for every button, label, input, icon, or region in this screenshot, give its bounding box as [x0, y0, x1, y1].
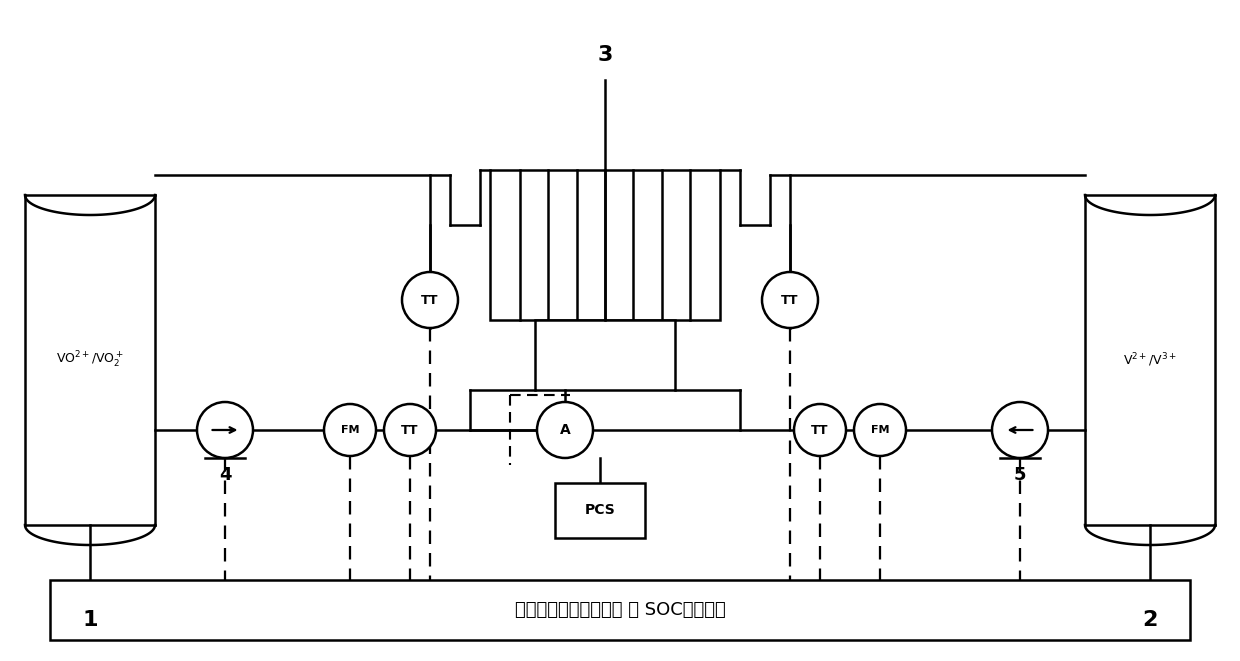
Bar [490, 170, 720, 320]
Text: 4: 4 [218, 466, 231, 484]
Circle shape [992, 402, 1048, 458]
Text: 3: 3 [598, 45, 613, 65]
Bar [50, 580, 1190, 640]
Bar [556, 483, 645, 537]
Circle shape [324, 404, 376, 456]
Bar [534, 320, 675, 390]
Circle shape [197, 402, 253, 458]
Text: V$^{2+}$/V$^{3+}$: V$^{2+}$/V$^{3+}$ [1123, 351, 1177, 369]
Text: TT: TT [781, 293, 799, 307]
Text: 2: 2 [1142, 610, 1158, 630]
Text: PCS: PCS [584, 503, 615, 517]
Text: TT: TT [422, 293, 439, 307]
Text: 1: 1 [82, 610, 98, 630]
Circle shape [854, 404, 906, 456]
Text: FM: FM [341, 425, 360, 435]
Text: 5: 5 [1014, 466, 1027, 484]
Text: A: A [559, 423, 570, 437]
Text: TT: TT [811, 424, 828, 436]
Text: 全钒液流电池控制系统 － SOC实时计算: 全钒液流电池控制系统 － SOC实时计算 [515, 601, 725, 619]
Circle shape [763, 272, 818, 328]
Circle shape [537, 402, 593, 458]
Text: VO$^{2+}$/VO$_2^+$: VO$^{2+}$/VO$_2^+$ [56, 350, 124, 370]
Circle shape [794, 404, 846, 456]
Circle shape [402, 272, 458, 328]
Text: FM: FM [870, 425, 889, 435]
Circle shape [384, 404, 436, 456]
Text: TT: TT [402, 424, 419, 436]
